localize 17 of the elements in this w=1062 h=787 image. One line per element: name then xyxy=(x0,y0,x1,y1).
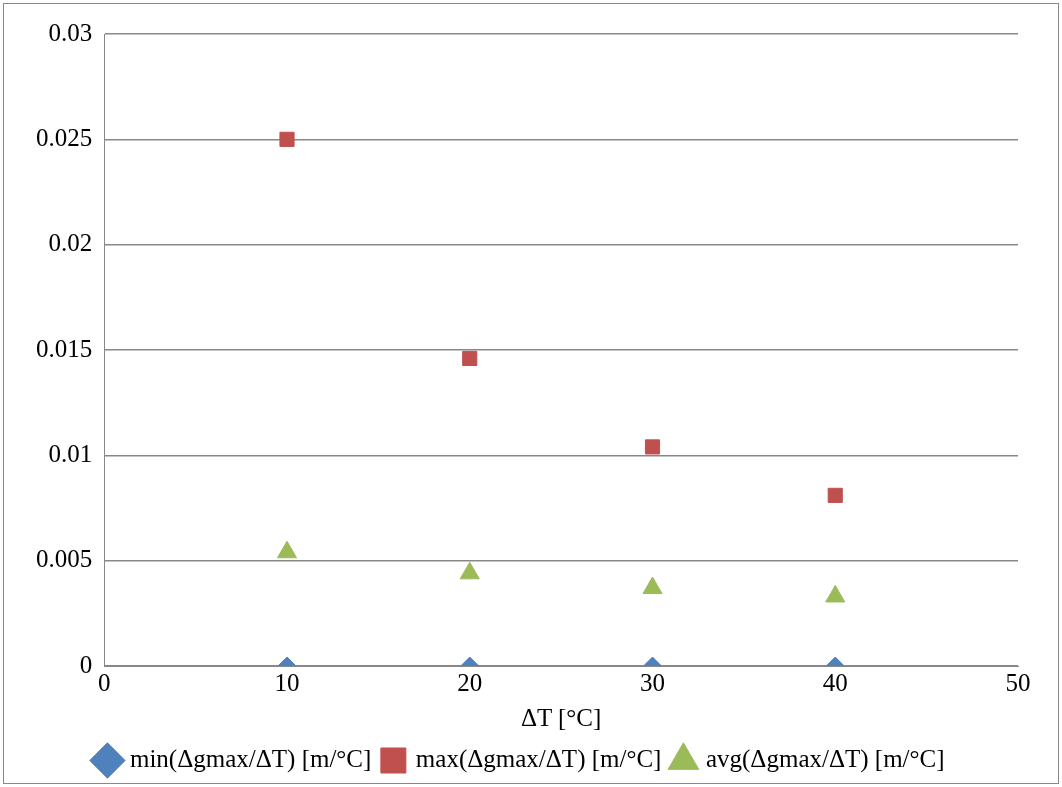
x-tick-label: 0 xyxy=(98,668,111,696)
y-tick-label: 0.01 xyxy=(48,439,93,467)
y-tick-label: 0.02 xyxy=(48,229,93,257)
x-tick-label: 20 xyxy=(457,668,483,696)
x-tick-label: 30 xyxy=(640,668,665,696)
legend-label: max(Δgmax/ΔT) [m/°C] xyxy=(415,745,662,774)
y-tick-label: 0.03 xyxy=(48,18,93,46)
x-axis-title: ΔT [°C] xyxy=(520,703,602,731)
y-tick-label: 0 xyxy=(79,650,93,678)
y-tick-label: 0.025 xyxy=(36,123,93,151)
legend-label: min(Δgmax/ΔT) [m/°C] xyxy=(129,745,372,774)
x-tick-label: 10 xyxy=(274,668,300,696)
y-tick-label: 0.005 xyxy=(36,545,93,573)
y-tick-label: 0.015 xyxy=(36,334,93,362)
x-tick-label: 40 xyxy=(822,668,848,696)
x-tick-label: 50 xyxy=(1005,668,1031,696)
legend-label: avg(Δgmax/ΔT) [m/°C] xyxy=(705,745,945,774)
